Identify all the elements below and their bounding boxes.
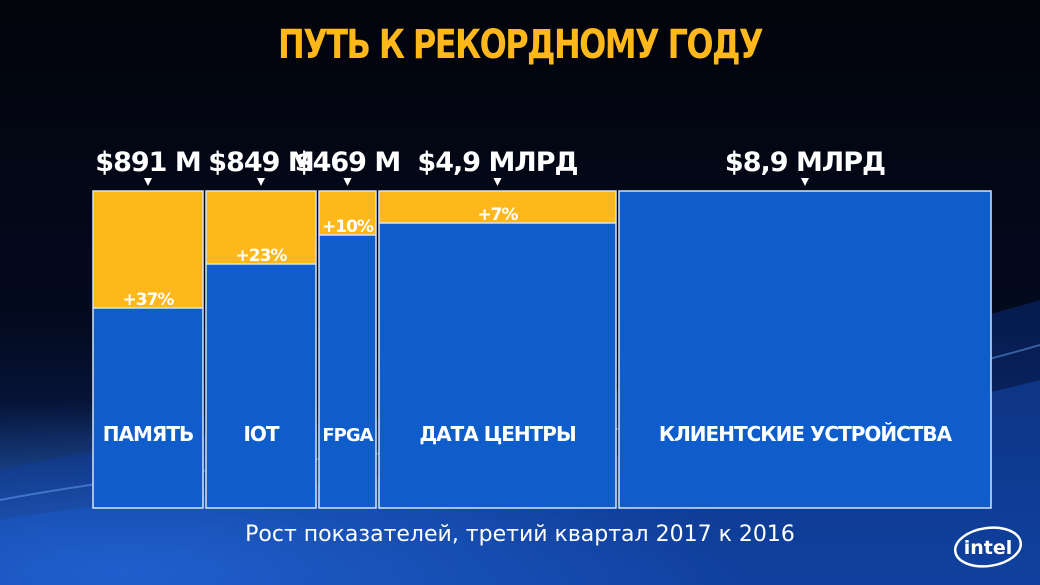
chart-subtitle: Рост показателей, третий квартал 2017 к … [245,522,795,547]
revenue-pointer [257,178,265,186]
bar-outline [205,190,317,509]
revenue-label: $4,9 МЛРД [417,147,577,178]
category-label: IOT [243,422,279,446]
revenue-label: $891 M [95,147,200,178]
growth-label: +10% [322,217,374,237]
growth-label: +7% [477,205,518,225]
category-label: FPGA [322,425,373,446]
bar-outline [318,190,377,509]
bar-growth [319,191,376,235]
bar-base [379,191,616,508]
intel-logo: intel [952,524,1024,570]
page-title: ПУТЬ К РЕКОРДНОМУ ГОДУ [278,22,764,68]
category-label: КЛИЕНТСКИЕ УСТРОЙСТВА [659,422,953,446]
revenue-pointer [144,178,152,186]
revenue-pointer [493,178,502,186]
growth-label: +23% [236,246,288,266]
growth-label: +37% [123,290,175,310]
bar-growth [379,191,616,223]
bar-outline [92,190,204,509]
revenue-label: $8,9 МЛРД [725,147,885,178]
bar-growth [93,191,203,308]
bar-outline [378,190,617,509]
bar-outline [618,190,992,509]
revenue-label: $849 M [208,147,313,178]
revenue-pointer [343,178,352,186]
bar-base [319,191,376,508]
intel-logo-text: intel [964,537,1013,559]
bar-base [619,191,991,508]
bar-growth [206,191,316,264]
category-label: ДАТА ЦЕНТРЫ [419,422,575,446]
revenue-pointer [801,178,809,186]
revenue-label: $469 M [295,147,400,178]
category-label: ПАМЯТЬ [103,422,193,446]
